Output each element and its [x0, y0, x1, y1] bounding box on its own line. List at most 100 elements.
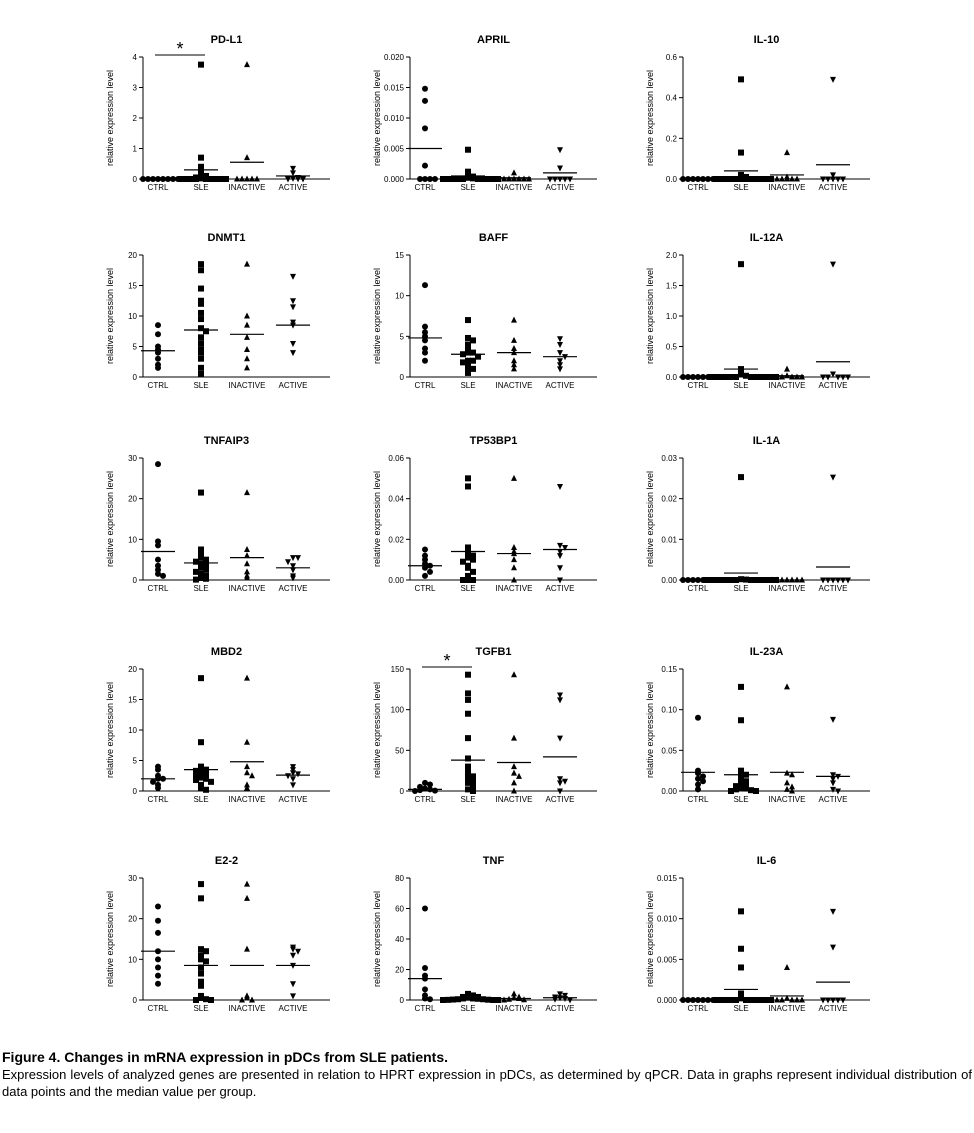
data-point [290, 170, 296, 177]
x-tick-label: CTRL [148, 381, 169, 390]
data-point [470, 995, 476, 1002]
x-tick-label: INACTIVE [229, 381, 266, 390]
data-point [422, 779, 428, 786]
data-point [465, 146, 471, 153]
data-point [198, 964, 204, 971]
data-point [193, 767, 199, 774]
data-point [511, 787, 517, 794]
data-point [155, 964, 161, 971]
data-point [422, 964, 428, 971]
y-tick-label: 0 [400, 996, 405, 1005]
data-point [244, 781, 250, 788]
x-tick-label: ACTIVE [819, 183, 848, 192]
data-point [465, 779, 471, 786]
chart-panel: IL-10 relative expression level 0.0 0.2 0.4 0… [645, 34, 870, 192]
data-point [290, 981, 296, 988]
data-point [290, 165, 296, 172]
data-point [789, 783, 795, 790]
data-point [490, 997, 496, 1003]
data-point [830, 776, 836, 783]
data-point [239, 996, 245, 1003]
x-tick-label: CTRL [415, 183, 436, 192]
data-point [295, 555, 301, 562]
data-point [763, 176, 769, 182]
data-point [290, 175, 296, 182]
y-axis-label: relative expression level [372, 268, 382, 364]
data-point [511, 779, 517, 786]
y-tick-label: 100 [391, 706, 405, 715]
data-point [432, 176, 438, 182]
data-point [198, 994, 204, 1001]
y-tick-label: 20 [128, 665, 137, 674]
y-axis-label: relative expression level [105, 268, 115, 364]
data-point [244, 560, 250, 567]
x-tick-label: CTRL [688, 1004, 709, 1013]
y-tick-label: 0 [133, 996, 138, 1005]
x-tick-label: SLE [460, 183, 475, 192]
data-point [743, 781, 749, 788]
chart-title: IL-12A [750, 232, 784, 244]
y-tick-label: 0 [133, 787, 138, 796]
data-point [244, 260, 250, 267]
data-point [203, 770, 209, 777]
data-point [285, 176, 291, 183]
y-tick-label: 0.00 [661, 576, 677, 585]
data-point [547, 176, 553, 183]
data-point [422, 176, 428, 182]
data-point [285, 559, 291, 566]
data-point [557, 697, 563, 704]
data-point [557, 358, 563, 365]
data-point [557, 483, 563, 490]
y-tick-label: 0.05 [661, 746, 677, 755]
x-tick-label: SLE [733, 1004, 748, 1013]
data-point [695, 714, 701, 721]
data-point [244, 738, 250, 745]
caption-body: Expression levels of analyzed genes are … [2, 1067, 972, 1099]
data-point [758, 374, 764, 380]
data-point [748, 997, 754, 1003]
data-point [244, 61, 250, 68]
data-point [562, 992, 568, 999]
data-point [779, 175, 785, 182]
chart-title: IL-6 [757, 855, 777, 867]
data-point [244, 894, 250, 901]
data-point [422, 125, 428, 132]
y-tick-label: 20 [128, 915, 137, 924]
y-tick-label: 0.000 [657, 996, 678, 1005]
data-point [743, 997, 749, 1003]
y-tick-label: 0.010 [657, 915, 678, 924]
data-point [427, 781, 433, 788]
data-point [244, 489, 250, 496]
data-point [830, 716, 836, 723]
data-point [198, 550, 204, 557]
y-axis-label: relative expression level [105, 471, 115, 567]
data-point [427, 568, 433, 575]
data-point [290, 298, 296, 305]
data-point [465, 361, 471, 368]
significance-star: * [176, 39, 183, 59]
y-tick-label: 10 [395, 292, 404, 301]
x-tick-label: ACTIVE [819, 795, 848, 804]
y-tick-label: 30 [128, 454, 137, 463]
data-point [244, 312, 250, 319]
y-axis-label: relative expression level [645, 682, 655, 778]
x-tick-label: INACTIVE [769, 1004, 806, 1013]
data-point [557, 780, 563, 787]
data-point [830, 176, 836, 183]
data-point [198, 774, 204, 781]
data-point [789, 996, 795, 1003]
data-point [516, 175, 522, 182]
data-point [516, 772, 522, 779]
data-point [695, 775, 701, 782]
data-point [723, 997, 729, 1003]
data-point [249, 175, 255, 182]
data-point [830, 780, 836, 787]
data-point [203, 786, 209, 793]
data-point [840, 577, 846, 584]
data-point [198, 982, 204, 989]
data-point [422, 995, 428, 1002]
x-tick-label: SLE [193, 183, 208, 192]
chart-panel: DNMT1 relative expression level 0 5 10 15 20 CT… [105, 232, 330, 390]
chart-panel: IL-1A relative expression level 0.00 0.01 0.… [645, 435, 870, 593]
data-point [440, 997, 446, 1003]
